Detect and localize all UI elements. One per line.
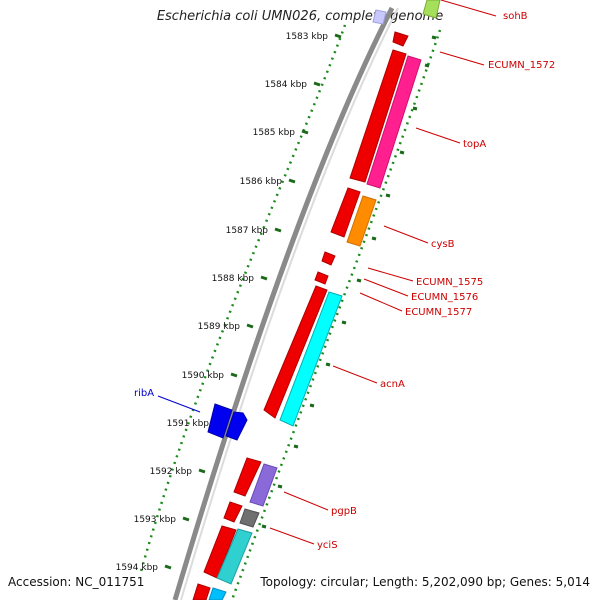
- gene-arrow-red: [321, 251, 336, 266]
- ruler-label: 1585 kbp: [253, 128, 296, 138]
- ruler-label: 1587 kbp: [226, 226, 269, 236]
- ruler-tick: [182, 516, 190, 522]
- ruler-tick: [334, 33, 342, 39]
- ruler-tick: [164, 564, 172, 570]
- gene-block-cyan: [208, 587, 227, 600]
- riba-features: [207, 403, 248, 441]
- gene-label-ecumn-1575: ECUMN_1575: [416, 277, 483, 288]
- ruler-label: 1592 kbp: [150, 467, 193, 477]
- genome-summary-text: Topology: circular; Length: 5,202,090 bp…: [260, 575, 590, 589]
- gene-arrow-blue: [225, 411, 248, 441]
- map-title: Escherichia coli UMN026, complete genome: [156, 9, 444, 24]
- ruler-tick: [246, 323, 254, 329]
- gene-block-lavender: [372, 9, 387, 25]
- gene-label-acna: acnA: [380, 379, 405, 390]
- gene-block-purple: [249, 463, 278, 507]
- ruler-tick: [198, 468, 206, 474]
- ruler-tick: [313, 81, 321, 87]
- gene-arrow-red: [233, 457, 262, 497]
- ruler-label: 1583 kbp: [286, 32, 329, 42]
- gene-label-ycis: yciS: [317, 540, 338, 551]
- outer-ticks: [261, 35, 437, 529]
- ruler-tick: [230, 372, 238, 378]
- gene-label-cysb: cysB: [431, 239, 455, 250]
- gene-arrow-red: [349, 49, 407, 183]
- ruler-tick: [288, 178, 296, 184]
- accession-text: Accession: NC_011751: [8, 575, 145, 589]
- gene-arrow-red: [392, 31, 409, 47]
- ruler-dotted-line: [138, 24, 347, 576]
- ruler-tick: [260, 275, 268, 281]
- gene-arrow-red: [330, 187, 361, 238]
- ruler-label: 1591 kbp: [167, 419, 210, 429]
- gene-block-cyan: [216, 528, 253, 585]
- gene-label-riba: ribA: [134, 388, 154, 399]
- gene-label-ecumn-1572: ECUMN_1572: [488, 60, 555, 71]
- gene-block-magenta: [366, 55, 422, 189]
- gene-label-sohb: sohB: [503, 11, 528, 22]
- genome-backbone-inner: [180, 7, 399, 600]
- ruler-label: 1588 kbp: [212, 274, 255, 284]
- gene-block-orange: [346, 195, 377, 247]
- gene-label-topa: topA: [463, 139, 486, 150]
- gene-label-pgpb: pgpB: [331, 506, 357, 517]
- ruler-tick: [301, 129, 309, 135]
- gene-arrow-red: [263, 285, 328, 419]
- gene-arrow-red: [314, 271, 329, 285]
- ruler-tick: [274, 227, 282, 233]
- gene-features-outer: [208, 0, 441, 600]
- ruler-label: 1594 kbp: [116, 563, 159, 573]
- gene-arrow-red: [223, 501, 243, 523]
- gene-label-ecumn-1576: ECUMN_1576: [411, 292, 478, 303]
- gene-block-cyan: [279, 291, 343, 427]
- gene-labels: sohB ECUMN_1572 topA cysB ECUMN_1575 ECU…: [134, 0, 555, 551]
- ruler-label: 1589 kbp: [198, 322, 241, 332]
- genome-backbone: [172, 6, 395, 600]
- kbp-ruler: 1583 kbp 1584 kbp 1585 kbp 1586 kbp 1587 kbp…: [116, 32, 342, 573]
- gene-arrow-blue: [207, 403, 233, 439]
- ruler-label: 1593 kbp: [134, 515, 177, 525]
- gene-block-green: [422, 0, 441, 19]
- ruler-label: 1590 kbp: [182, 371, 225, 381]
- ruler-label: 1586 kbp: [240, 177, 283, 187]
- ruler-label: 1584 kbp: [265, 80, 308, 90]
- gene-features-inner: [192, 31, 409, 600]
- gene-block-gray: [239, 508, 260, 528]
- outer-dotted-line: [230, 29, 442, 600]
- gene-arrow-red: [192, 583, 211, 600]
- gene-label-ecumn-1577: ECUMN_1577: [405, 307, 472, 318]
